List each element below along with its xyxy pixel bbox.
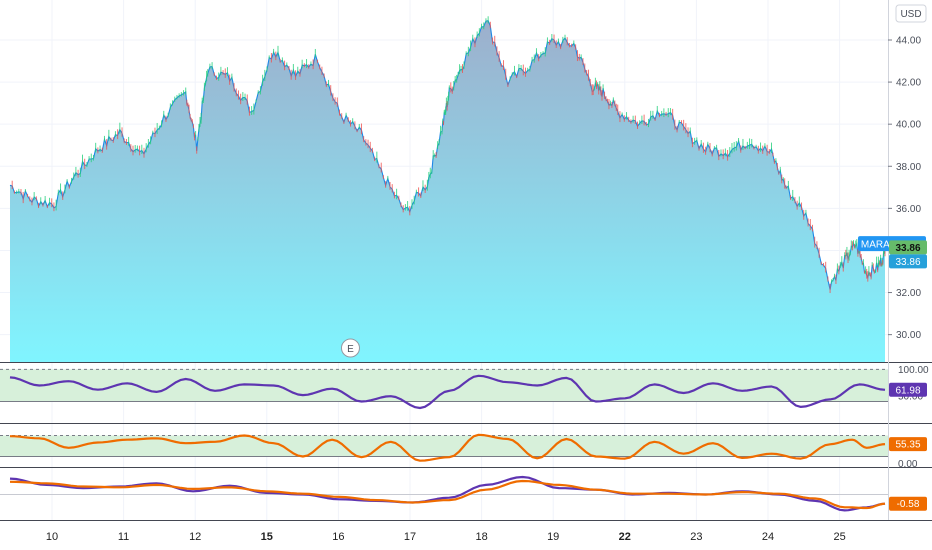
price-pane[interactable]: [9, 20, 886, 362]
indicator-tick-label: 0.00: [898, 459, 918, 470]
indicator-line: [9, 433, 886, 462]
currency-label[interactable]: USD: [895, 4, 927, 23]
last-price-text-green: 33.86: [895, 243, 920, 254]
indicator-line: [9, 374, 886, 410]
price-tick-label: 38.00: [896, 162, 921, 173]
indicator-value-badge: [889, 496, 927, 511]
last-price-badge-green: [889, 240, 927, 255]
time-tick-label: 10: [46, 531, 58, 543]
indicator-tick-label: 50.00: [898, 392, 923, 403]
time-tick-label: 11: [118, 531, 129, 543]
time-tick-label: 18: [475, 531, 487, 543]
indicator-value-text: 55.35: [895, 440, 920, 451]
last-price-text-blue: 33.86: [895, 257, 920, 268]
last-price-badge-blue: [889, 254, 927, 269]
price-area-fill: [10, 20, 885, 362]
time-tick-label: 16: [332, 531, 344, 543]
pane-dividers: [0, 0, 932, 521]
price-tick-label: 42.00: [896, 78, 921, 89]
earnings-event-marker[interactable]: E: [340, 338, 360, 358]
event-marker-label: E: [347, 344, 354, 355]
indicator-line: [9, 475, 886, 512]
price-tick-label: 36.00: [896, 204, 921, 215]
indicator-value-text: -0.58: [897, 499, 920, 510]
time-tick-label: 17: [404, 531, 416, 543]
indicator-line: [9, 479, 886, 510]
time-tick-label: 12: [189, 531, 201, 543]
indicator-band: [0, 369, 888, 402]
time-tick-label: 24: [762, 531, 774, 543]
indicator-value-text: 61.98: [895, 385, 920, 396]
indicator-value-badge: [889, 382, 927, 397]
event-marker-circle: [340, 338, 360, 358]
price-tick-label: 32.00: [896, 288, 921, 299]
indicator-value-badge: [889, 437, 927, 452]
price-tick-label: 44.00: [896, 35, 921, 46]
time-tick-label: 15: [261, 531, 273, 543]
time-tick-label: 22: [619, 531, 631, 543]
indicator-pane-3[interactable]: -0.58: [0, 475, 927, 512]
time-tick-label: 25: [833, 531, 845, 543]
price-tick-label: 40.00: [896, 120, 921, 131]
price-tick-label: 30.00: [896, 330, 921, 341]
currency-text: USD: [900, 9, 921, 20]
time-axis[interactable]: 10 11 12 15 16 17 18 19 22 23 24 25: [46, 531, 846, 543]
time-tick-label: 19: [547, 531, 559, 543]
time-tick-label: 23: [690, 531, 702, 543]
indicator-tick-label: 100.00: [898, 365, 929, 376]
